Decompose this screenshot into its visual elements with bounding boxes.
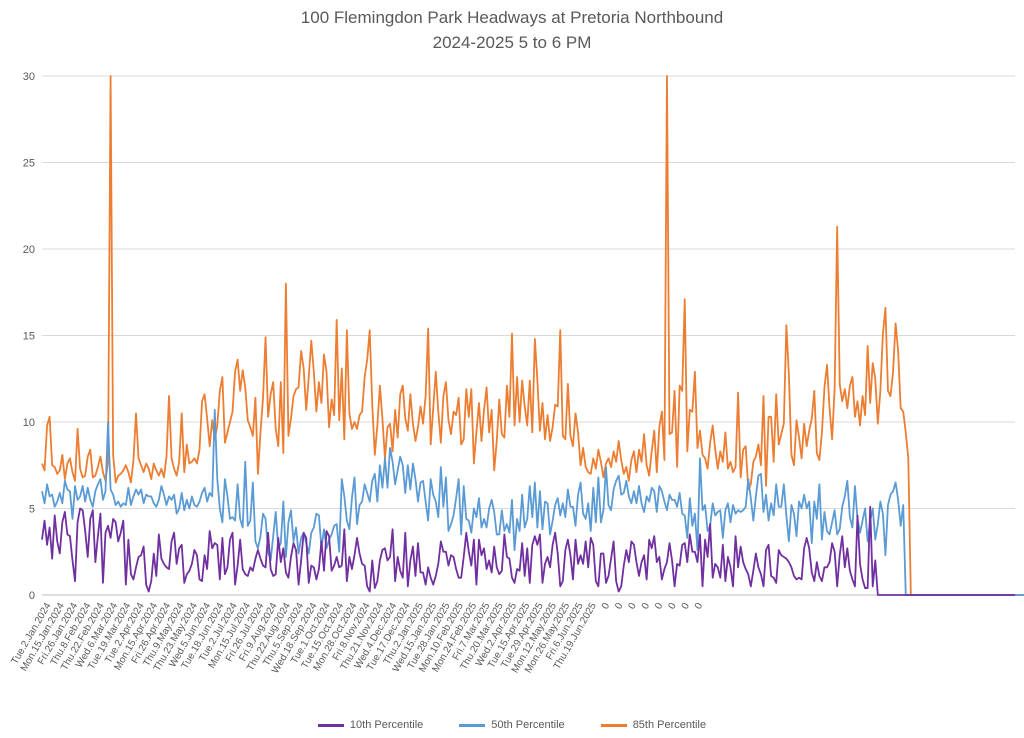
x-tick-label-47: 0 bbox=[666, 601, 679, 612]
x-tick-label-48: 0 bbox=[680, 601, 693, 612]
chart-subtitle: 2024-2025 5 to 6 PM bbox=[432, 33, 592, 52]
x-tick-label-49: 0 bbox=[693, 601, 706, 612]
legend-swatch-85th bbox=[600, 723, 627, 727]
series-line-0 bbox=[41, 505, 1015, 596]
legend-item-85th: 85th Percentile bbox=[600, 719, 707, 731]
legend-label-50th: 50th Percentile bbox=[491, 719, 565, 731]
legend-label-85th: 85th Percentile bbox=[632, 719, 707, 731]
y-tick-label-2: 10 bbox=[23, 417, 35, 429]
legend-swatch-10th bbox=[317, 723, 344, 727]
series-line-2 bbox=[41, 75, 1024, 596]
y-tick-label-5: 25 bbox=[23, 158, 35, 170]
series-line-1 bbox=[41, 408, 1024, 596]
chart-legend: 10th Percentile 50th Percentile 85th Per… bbox=[0, 719, 1024, 731]
legend-swatch-50th bbox=[459, 723, 486, 727]
legend-label-10th: 10th Percentile bbox=[349, 719, 424, 731]
x-tick-label-44: 0 bbox=[626, 601, 639, 612]
x-tick-label-42: 0 bbox=[600, 601, 613, 612]
x-tick-label-46: 0 bbox=[653, 601, 666, 612]
chart-title: 100 Flemingdon Park Headways at Pretoria… bbox=[300, 8, 724, 27]
x-tick-label-45: 0 bbox=[640, 601, 653, 612]
y-tick-label-4: 20 bbox=[23, 244, 35, 256]
y-tick-label-6: 30 bbox=[23, 71, 35, 83]
legend-item-50th: 50th Percentile bbox=[459, 719, 565, 731]
y-tick-label-1: 5 bbox=[29, 504, 35, 516]
legend-item-10th: 10th Percentile bbox=[317, 719, 424, 731]
y-tick-label-0: 0 bbox=[29, 590, 35, 602]
x-tick-label-43: 0 bbox=[613, 601, 626, 612]
y-tick-label-3: 15 bbox=[23, 331, 35, 343]
